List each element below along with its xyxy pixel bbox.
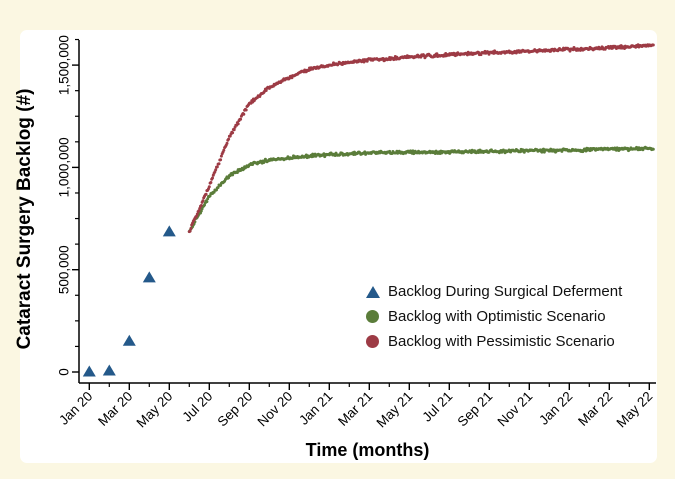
y-tick-label: 1,000,000 bbox=[57, 137, 72, 197]
data-point bbox=[219, 158, 223, 162]
legend: Backlog During Surgical Deferment Backlo… bbox=[365, 279, 622, 354]
data-point bbox=[219, 154, 223, 158]
data-point bbox=[227, 137, 231, 141]
x-axis-title: Time (months) bbox=[305, 440, 430, 460]
data-point bbox=[189, 227, 193, 230]
data-point bbox=[199, 204, 203, 207]
x-tick-label: Nov 21 bbox=[495, 389, 536, 430]
x-tick-label: Jan 21 bbox=[296, 389, 335, 428]
deferment-triangle bbox=[142, 271, 156, 283]
y-tick-label: 0 bbox=[57, 368, 72, 376]
data-point bbox=[232, 128, 236, 132]
data-point bbox=[540, 150, 544, 154]
data-point bbox=[411, 149, 415, 153]
data-point bbox=[214, 168, 218, 172]
deferment-triangle bbox=[122, 334, 136, 346]
triangle-marker-icon bbox=[365, 285, 380, 298]
y-tick-label: 1,500,000 bbox=[57, 35, 72, 95]
x-tick-label: Jul 20 bbox=[179, 389, 215, 425]
data-point bbox=[435, 52, 439, 56]
y-tick-label: 500,000 bbox=[57, 245, 72, 294]
data-point bbox=[207, 185, 211, 189]
data-point bbox=[198, 207, 202, 210]
x-tick-label: Nov 20 bbox=[255, 389, 296, 430]
data-point bbox=[216, 186, 220, 189]
data-point bbox=[244, 108, 248, 112]
deferment-triangle bbox=[102, 364, 116, 376]
data-point bbox=[195, 212, 199, 216]
data-point bbox=[217, 162, 221, 166]
data-point bbox=[204, 192, 208, 196]
data-point bbox=[477, 151, 481, 154]
data-point bbox=[242, 112, 246, 116]
x-tick-label: Mar 21 bbox=[335, 389, 375, 429]
data-point bbox=[201, 199, 205, 203]
x-tick-label: Mar 22 bbox=[575, 389, 615, 429]
data-point bbox=[231, 131, 235, 135]
data-point bbox=[239, 117, 243, 121]
chart-panel bbox=[20, 30, 657, 463]
legend-entry-deferment: Backlog During Surgical Deferment bbox=[365, 279, 622, 304]
data-point bbox=[188, 229, 192, 233]
data-point bbox=[651, 43, 655, 47]
data-point bbox=[236, 122, 240, 126]
x-tick-label: May 20 bbox=[134, 389, 176, 431]
y-axis-title: Cataract Surgery Backlog (#) bbox=[14, 88, 35, 350]
x-tick-label: May 21 bbox=[374, 389, 416, 431]
x-tick-label: Jul 21 bbox=[419, 389, 455, 425]
deferment-triangle bbox=[162, 225, 176, 237]
legend-entry-optimistic: Backlog with Optimistic Scenario bbox=[365, 304, 622, 329]
data-point bbox=[215, 165, 219, 169]
data-point bbox=[264, 89, 268, 92]
legend-entry-pessimistic: Backlog with Pessimistic Scenario bbox=[365, 329, 622, 354]
legend-label: Backlog with Pessimistic Scenario bbox=[388, 333, 615, 350]
circle-marker-icon bbox=[365, 335, 380, 348]
x-tick-label: May 22 bbox=[614, 389, 656, 431]
deferment-triangle bbox=[82, 365, 96, 377]
x-tick-label: Mar 20 bbox=[95, 389, 135, 429]
data-point bbox=[199, 209, 203, 213]
x-tick-label: Sep 20 bbox=[215, 389, 256, 430]
circle-marker-icon bbox=[365, 310, 380, 323]
x-tick-label: Jan 22 bbox=[536, 389, 575, 428]
data-point bbox=[211, 176, 214, 180]
data-point bbox=[209, 181, 213, 184]
legend-label: Backlog During Surgical Deferment bbox=[388, 283, 623, 300]
data-point bbox=[651, 147, 655, 151]
data-point bbox=[225, 141, 229, 145]
x-tick-label: Sep 21 bbox=[455, 389, 496, 430]
legend-label: Backlog with Optimistic Scenario bbox=[388, 308, 606, 325]
data-point bbox=[205, 200, 209, 204]
data-point bbox=[222, 148, 226, 152]
x-tick-label: Jan 20 bbox=[56, 389, 95, 428]
